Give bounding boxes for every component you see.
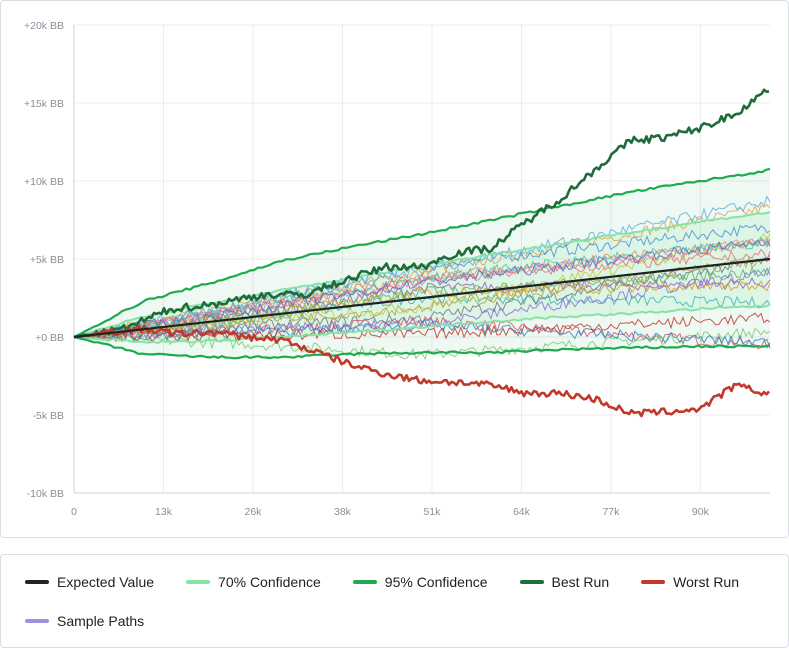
monte-carlo-chart: -10k BB -5k BB +0 BB +5k BB +10k BB +15k BB +2… (24, 20, 771, 518)
y-tick-label: +0 BB (35, 332, 64, 344)
x-tick-label: 0 (71, 506, 77, 518)
sample-path-line (73, 320, 771, 349)
sample-path-line (73, 255, 771, 340)
worst-run-line (73, 324, 770, 418)
legend-card: Expected Value 70% Confidence 95% Confid… (0, 554, 789, 648)
sample-path-line (73, 195, 771, 338)
sample-path-line (73, 238, 771, 338)
legend-label-best-run: Best Run (551, 573, 610, 590)
y-tick-label: +20k BB (24, 20, 64, 32)
legend: Expected Value 70% Confidence 95% Confid… (25, 571, 778, 631)
y-tick-label: +15k BB (24, 98, 64, 110)
x-tick-label: 13k (155, 506, 173, 518)
legend-label-worst-run: Worst Run (673, 573, 739, 590)
sample-path-line (73, 248, 771, 338)
legend-swatch-sample-paths (25, 618, 49, 623)
legend-swatch-best-run (519, 579, 544, 584)
y-tick-label: +10k BB (24, 176, 64, 188)
legend-item-70-confidence[interactable]: 70% Confidence (186, 571, 321, 592)
legend-item-worst-run[interactable]: Worst Run (641, 571, 739, 592)
legend-item-95-confidence[interactable]: 95% Confidence (352, 571, 488, 592)
legend-label-expected-value: Expected Value (57, 573, 155, 590)
legend-item-expected-value[interactable]: Expected Value (25, 571, 154, 592)
sample-path-line (73, 279, 771, 338)
y-tick-label: +5k BB (30, 254, 64, 266)
x-tick-label: 51k (423, 506, 441, 518)
y-tick-label: -10k BB (27, 488, 64, 500)
x-tick-label: 38k (334, 506, 352, 518)
y-tick-label: -5k BB (32, 410, 64, 422)
best-run-line (73, 88, 770, 339)
legend-swatch-70-confidence (186, 579, 211, 584)
ci95-lower-line (73, 335, 771, 360)
legend-swatch-worst-run (641, 579, 666, 584)
legend-label-sample-paths: Sample Paths (57, 612, 145, 629)
ci95-upper-line (73, 167, 771, 338)
legend-item-best-run[interactable]: Best Run (519, 571, 610, 592)
x-tick-label: 90k (692, 506, 710, 518)
sample-path-line (73, 236, 771, 338)
legend-swatch-expected-value (25, 579, 49, 584)
chart-card: -10k BB -5k BB +0 BB +5k BB +10k BB +15k BB +2… (0, 0, 789, 538)
expected-value-line (73, 257, 771, 339)
legend-swatch-95-confidence (352, 579, 377, 584)
ci70-lower-line (73, 303, 771, 345)
x-tick-label: 64k (513, 506, 531, 518)
x-tick-label: 77k (602, 506, 620, 518)
legend-label-70-confidence: 70% Confidence (218, 573, 321, 590)
legend-label-95-confidence: 95% Confidence (384, 573, 488, 590)
sample-path-line (73, 255, 771, 340)
legend-item-sample-paths[interactable]: Sample Paths (25, 610, 144, 631)
x-tick-label: 26k (245, 506, 263, 518)
